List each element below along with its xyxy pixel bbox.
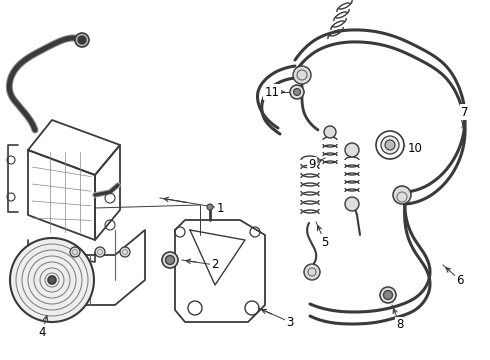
Circle shape bbox=[207, 204, 213, 210]
Circle shape bbox=[345, 143, 359, 157]
Text: 10: 10 bbox=[408, 141, 422, 154]
Text: 1: 1 bbox=[216, 202, 224, 215]
Circle shape bbox=[166, 256, 174, 265]
Circle shape bbox=[95, 247, 105, 257]
Circle shape bbox=[324, 126, 336, 138]
Text: 4: 4 bbox=[38, 325, 46, 338]
Circle shape bbox=[120, 247, 130, 257]
Circle shape bbox=[78, 36, 86, 44]
Circle shape bbox=[381, 136, 399, 154]
Circle shape bbox=[10, 238, 94, 322]
Text: 3: 3 bbox=[286, 315, 294, 328]
Circle shape bbox=[380, 287, 396, 303]
Text: 9: 9 bbox=[308, 158, 316, 171]
Circle shape bbox=[304, 264, 320, 280]
Circle shape bbox=[290, 85, 304, 99]
Text: 2: 2 bbox=[211, 258, 219, 271]
Circle shape bbox=[345, 197, 359, 211]
Text: 11: 11 bbox=[265, 85, 279, 99]
Circle shape bbox=[294, 89, 300, 95]
Circle shape bbox=[75, 33, 89, 47]
Circle shape bbox=[70, 247, 80, 257]
Circle shape bbox=[384, 291, 392, 300]
Text: 8: 8 bbox=[396, 319, 404, 332]
Circle shape bbox=[393, 186, 411, 204]
Text: 6: 6 bbox=[456, 274, 464, 287]
Text: 5: 5 bbox=[321, 235, 329, 248]
Circle shape bbox=[162, 252, 178, 268]
Circle shape bbox=[293, 66, 311, 84]
Circle shape bbox=[385, 140, 395, 150]
Text: 7: 7 bbox=[461, 105, 469, 118]
Circle shape bbox=[48, 276, 56, 284]
